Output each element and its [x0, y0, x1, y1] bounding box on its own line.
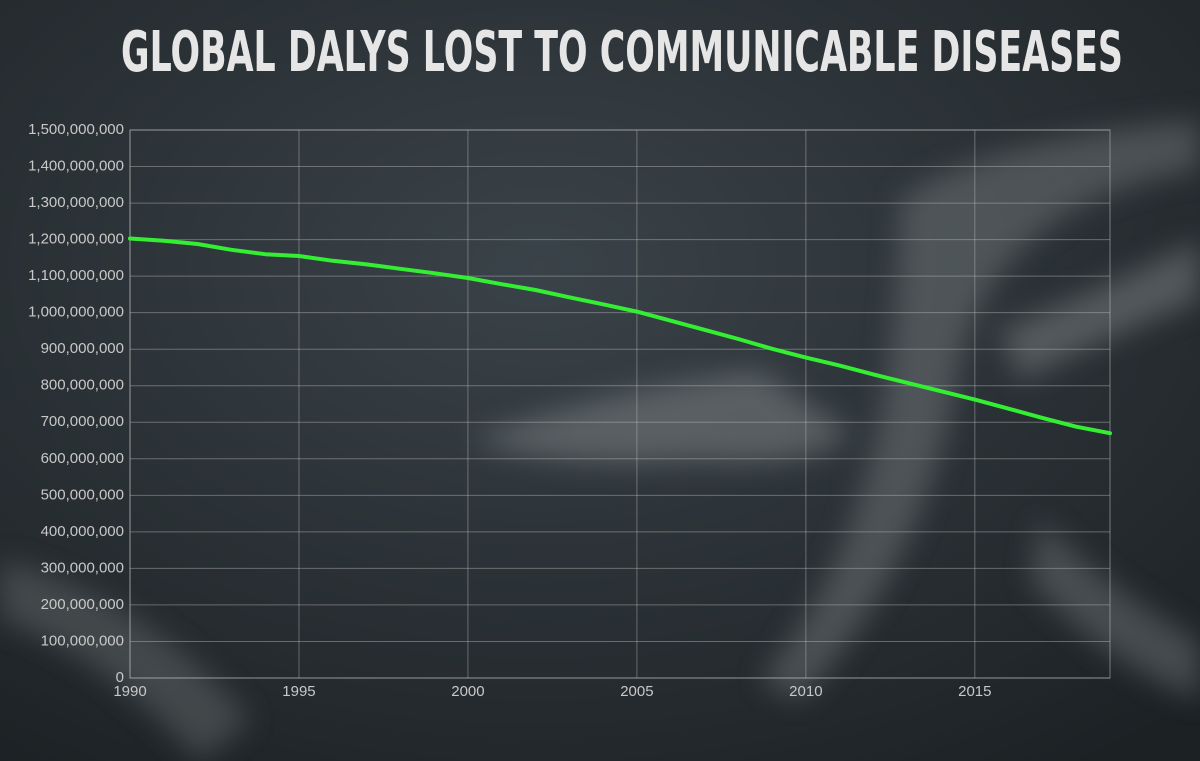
y-tick-label: 0 — [116, 669, 124, 686]
chart-title: GLOBAL DALYS LOST TO COMMUNICABLE DISEAS… — [121, 20, 1123, 85]
y-tick-label: 300,000,000 — [41, 559, 124, 576]
y-tick-label: 400,000,000 — [41, 523, 124, 540]
y-tick-label: 900,000,000 — [41, 340, 124, 357]
plot-frame — [129, 129, 1111, 679]
y-tick-label: 500,000,000 — [41, 486, 124, 503]
y-tick-label: 800,000,000 — [41, 377, 124, 394]
data-line — [128, 236, 1112, 436]
x-tick-label: 1990 — [113, 683, 146, 700]
background-shapes — [0, 120, 1200, 761]
x-tick-label: 2000 — [451, 683, 484, 700]
y-tick-label: 1,000,000,000 — [28, 304, 124, 321]
y-tick-label: 200,000,000 — [41, 596, 124, 613]
y-tick-label: 1,300,000,000 — [28, 194, 124, 211]
y-tick-label: 1,500,000,000 — [28, 121, 124, 138]
y-tick-label: 1,400,000,000 — [28, 158, 124, 175]
x-tick-label: 2010 — [789, 683, 822, 700]
y-tick-label: 100,000,000 — [41, 632, 124, 649]
x-tick-label: 2005 — [620, 683, 653, 700]
y-tick-label: 1,200,000,000 — [28, 231, 124, 248]
y-tick-label: 600,000,000 — [41, 450, 124, 467]
x-tick-label: 2015 — [958, 683, 991, 700]
y-tick-label: 1,100,000,000 — [28, 267, 124, 284]
x-tick-label: 1995 — [282, 683, 315, 700]
y-tick-label: 700,000,000 — [41, 413, 124, 430]
plot-area: 0 100,000,000 200,000,000 300,000,000 400,00… — [28, 121, 1112, 700]
